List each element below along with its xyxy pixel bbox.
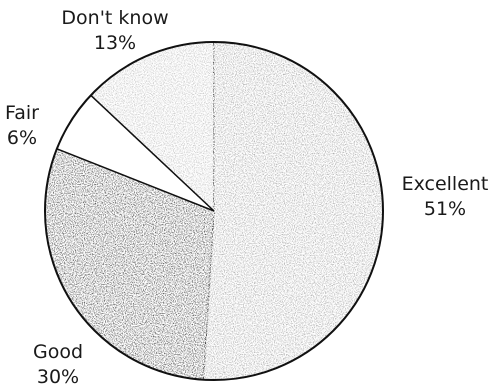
slice-category-label: Fair: [5, 102, 39, 124]
slice-category-label: Don't know: [61, 7, 169, 29]
pie-slice-excellent: [202, 41, 384, 381]
slice-label-excellent: Excellent 51%: [393, 172, 497, 222]
pie-outline: [44, 41, 384, 381]
slice-category-label: Excellent: [401, 173, 489, 195]
slice-percent-label: 51%: [423, 198, 467, 220]
slice-category-label: Good: [32, 341, 84, 363]
slice-label-dont-know: Don't know 13%: [50, 6, 180, 56]
pie-slices: [44, 41, 384, 381]
slice-percent-label: 13%: [93, 32, 137, 54]
slice-label-fair: Fair 6%: [0, 101, 44, 151]
slice-percent-label: 30%: [36, 366, 80, 388]
slice-label-good: Good 30%: [18, 340, 98, 390]
slice-percent-label: 6%: [6, 127, 38, 149]
